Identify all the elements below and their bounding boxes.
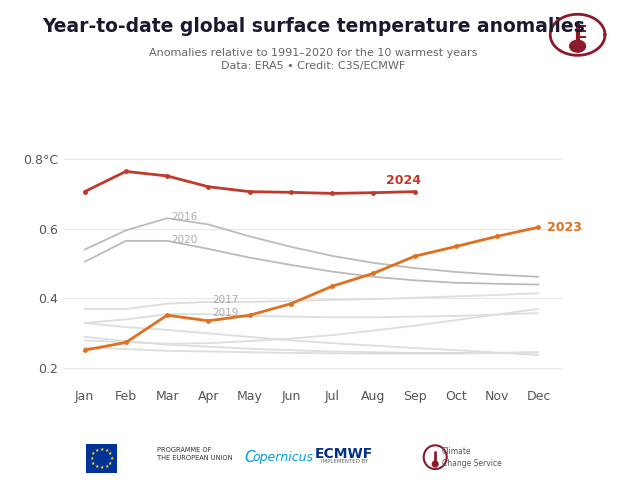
Text: ★: ★ (108, 460, 113, 466)
Text: ★: ★ (104, 464, 109, 469)
Text: 2020: 2020 (172, 235, 198, 245)
Text: ECMWF: ECMWF (315, 446, 374, 461)
Text: 2019: 2019 (212, 308, 239, 318)
Text: Climate
Change Service: Climate Change Service (442, 447, 501, 468)
Text: Year-to-date global surface temperature anomalies: Year-to-date global surface temperature … (42, 17, 585, 36)
Text: ★: ★ (95, 448, 99, 453)
Text: ★: ★ (91, 451, 95, 456)
Circle shape (570, 40, 586, 52)
Text: ★: ★ (100, 465, 104, 470)
Text: ★: ★ (90, 456, 94, 461)
Text: IMPLEMENTED BY: IMPLEMENTED BY (321, 459, 368, 464)
Text: C: C (244, 450, 255, 465)
Text: 2024: 2024 (386, 174, 420, 187)
Text: 2017: 2017 (212, 295, 239, 305)
Text: ★: ★ (91, 460, 95, 466)
Text: Data: ERA5 • Credit: C3S/ECMWF: Data: ERA5 • Credit: C3S/ECMWF (221, 61, 406, 72)
Circle shape (433, 461, 438, 467)
Text: 2023: 2023 (547, 221, 582, 234)
Text: ★: ★ (100, 447, 104, 452)
Text: ★: ★ (104, 448, 109, 453)
Text: ★: ★ (109, 456, 114, 461)
Text: opernicus: opernicus (253, 451, 314, 464)
Text: PROGRAMME OF
THE EUROPEAN UNION: PROGRAMME OF THE EUROPEAN UNION (157, 446, 232, 461)
Text: ★: ★ (108, 451, 113, 456)
Text: 2016: 2016 (172, 213, 198, 223)
Text: ★: ★ (95, 464, 99, 469)
Text: Anomalies relative to 1991–2020 for the 10 warmest years: Anomalies relative to 1991–2020 for the … (149, 48, 478, 58)
